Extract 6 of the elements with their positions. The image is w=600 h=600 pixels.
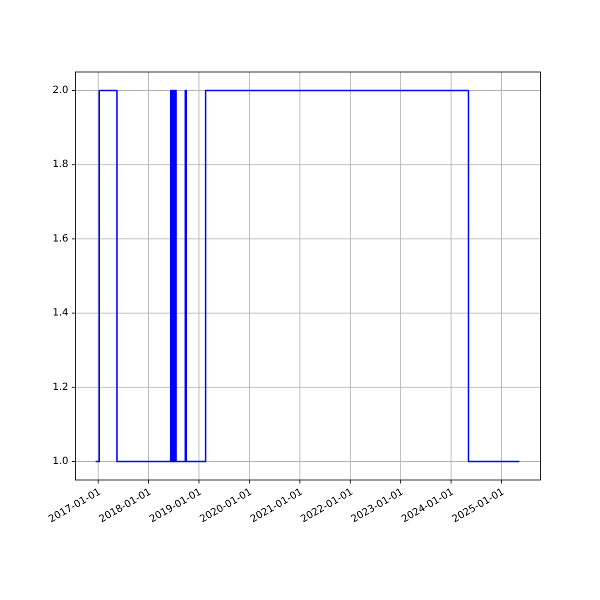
y-tick-label: 1.8 (52, 159, 68, 170)
y-tick-label: 1.6 (52, 233, 68, 244)
y-tick-label: 1.2 (52, 382, 68, 393)
y-tick-label: 1.0 (52, 456, 68, 467)
y-tick-label: 1.4 (52, 308, 68, 319)
y-tick-label: 2.0 (52, 85, 68, 96)
